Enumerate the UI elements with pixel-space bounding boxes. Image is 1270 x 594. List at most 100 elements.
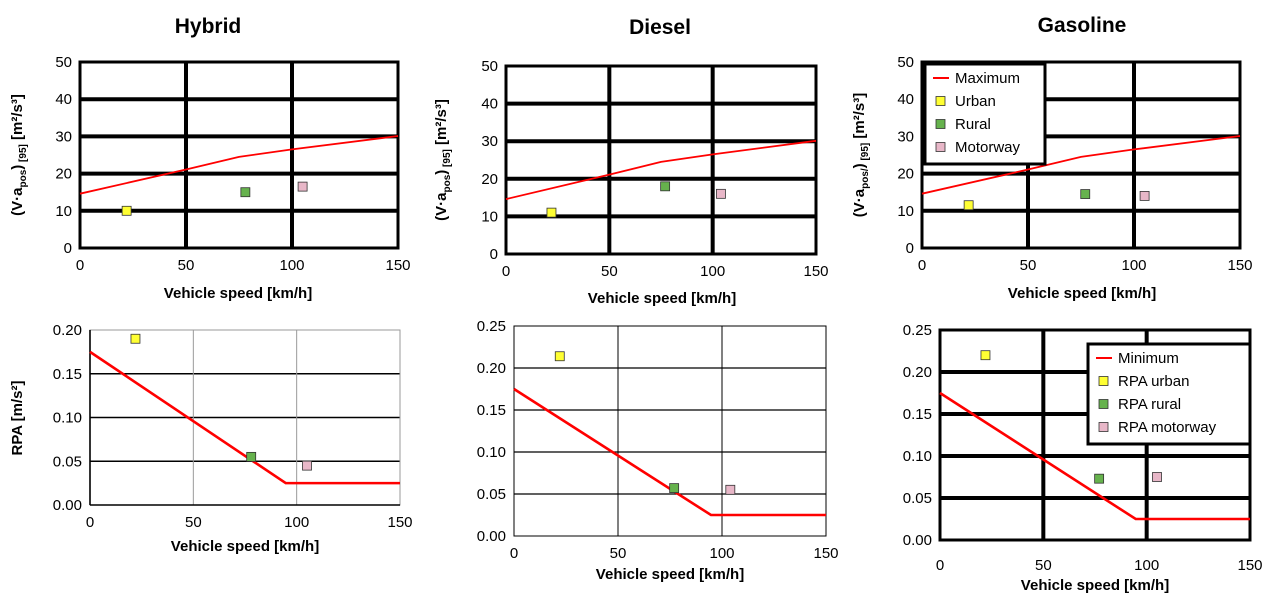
x-tick-label: 0 <box>502 263 510 280</box>
y-tick-label: 10 <box>481 208 498 225</box>
x-axis-label: Vehicle speed [km/h] <box>164 285 312 302</box>
legend-swatch-motorway <box>1099 423 1108 432</box>
x-tick-label: 100 <box>284 514 309 531</box>
y-tick-label: 30 <box>55 128 72 145</box>
x-tick-label: 50 <box>178 257 195 274</box>
data-point-urban <box>131 334 140 343</box>
x-tick-label: 50 <box>1020 257 1037 274</box>
data-point-motorway <box>1140 191 1149 200</box>
chart-diesel-rpa: 0.000.050.100.150.200.250 50 100 150Vehicle… <box>477 318 839 583</box>
x-tick-label: 0 <box>918 257 926 274</box>
legend-swatch-rural <box>936 120 945 129</box>
y-tick-label: 0.15 <box>53 366 82 383</box>
x-tick-label: 50 <box>1035 557 1052 574</box>
x-tick-label: 150 <box>1237 557 1262 574</box>
plot-frame <box>506 66 816 254</box>
legend-swatch-motorway <box>936 143 945 152</box>
y-tick-label: 30 <box>897 128 914 145</box>
x-tick-label: 100 <box>1134 557 1159 574</box>
y-tick-label: 0.10 <box>477 444 506 461</box>
x-tick-label: 150 <box>803 263 828 280</box>
x-tick-label: 0 <box>510 545 518 562</box>
legend-swatch-urban <box>1099 377 1108 386</box>
y-tick-label: 0 <box>490 246 498 263</box>
y-tick-label: 40 <box>55 91 72 108</box>
gridlines <box>80 62 398 248</box>
chart-title: Hybrid <box>175 15 242 38</box>
gridlines <box>506 66 816 254</box>
y-tick-label: 40 <box>897 91 914 108</box>
data-point-urban <box>555 352 564 361</box>
x-axis-label: Vehicle speed [km/h] <box>588 290 736 307</box>
y-tick-label: 0.05 <box>903 490 932 507</box>
data-point-motorway <box>716 189 725 198</box>
data-point-motorway <box>726 485 735 494</box>
x-tick-label: 0 <box>86 514 94 531</box>
x-tick-label: 100 <box>1121 257 1146 274</box>
data-point-rural <box>670 484 679 493</box>
data-point-motorway <box>298 182 307 191</box>
y-tick-label: 0 <box>906 240 914 257</box>
data-point-urban <box>122 206 131 215</box>
chart-title: Gasoline <box>1038 14 1127 37</box>
y-tick-label: 0 <box>64 240 72 257</box>
y-tick-label: 0.00 <box>477 528 506 545</box>
y-tick-label: 0.20 <box>903 364 932 381</box>
legend-label: RPA motorway <box>1118 419 1217 436</box>
x-tick-label: 50 <box>185 514 202 531</box>
legend-label: Minimum <box>1118 350 1179 367</box>
data-point-rural <box>1095 474 1104 483</box>
legend-label: RPA rural <box>1118 396 1181 413</box>
y-tick-label: 40 <box>481 96 498 113</box>
y-tick-label: 20 <box>897 166 914 183</box>
y-tick-label: 0.20 <box>53 322 82 339</box>
y-axis-label: (V·apos) [95] [m²/s³] <box>433 99 453 221</box>
x-tick-label: 150 <box>385 257 410 274</box>
chart-diesel-va: 010203040500 50 100 150DieselVehicle speed … <box>433 16 829 307</box>
data-point-motorway <box>303 461 312 470</box>
y-tick-label: 50 <box>897 54 914 71</box>
x-axis-label: Vehicle speed [km/h] <box>171 538 319 555</box>
chart-hybrid-va: 0 10 20 30 40 50 0 50 100 150 Hybrid Vehicle speed … <box>9 15 411 302</box>
legend-swatch-urban <box>936 97 945 106</box>
y-tick-label: 20 <box>481 171 498 188</box>
x-tick-label: 100 <box>700 263 725 280</box>
y-tick-label: 0.15 <box>903 406 932 423</box>
y-tick-label: 10 <box>55 203 72 220</box>
legend-label: Rural <box>955 116 991 133</box>
y-tick-label: 0.25 <box>477 318 506 335</box>
x-axis-label: Vehicle speed [km/h] <box>596 566 744 583</box>
legend-label: Urban <box>955 93 996 110</box>
y-tick-label: 0.00 <box>903 532 932 549</box>
x-tick-label: 50 <box>610 545 627 562</box>
x-tick-label: 100 <box>709 545 734 562</box>
y-axis-label: (V·apos/) [95] [m²/s³] <box>851 93 871 217</box>
x-axis-label: Vehicle speed [km/h] <box>1008 285 1156 302</box>
y-tick-label: 0.00 <box>53 497 82 514</box>
legend: Minimum RPA urban RPA rural RPA motorway <box>1088 344 1250 444</box>
y-tick-label: 30 <box>481 133 498 150</box>
legend-label: RPA urban <box>1118 373 1189 390</box>
y-tick-label: 50 <box>55 54 72 71</box>
x-tick-label: 150 <box>1227 257 1252 274</box>
y-tick-label: 0.05 <box>477 486 506 503</box>
x-tick-label: 0 <box>936 557 944 574</box>
y-axis-label: (V·apos) [95] [m²/s³] <box>9 94 29 216</box>
plot-frame <box>80 62 398 248</box>
x-tick-label: 150 <box>813 545 838 562</box>
data-point-motorway <box>1153 473 1162 482</box>
chart-gasoline-va: 0 10 20 30 40 50 0 50 100 150 Gasoline Vehicle spee… <box>851 14 1253 302</box>
y-tick-label: 0.10 <box>53 410 82 427</box>
data-point-rural <box>661 182 670 191</box>
y-tick-label: 20 <box>55 166 72 183</box>
legend-label: Maximum <box>955 70 1020 87</box>
chart-title: Diesel <box>629 16 691 39</box>
data-point-rural <box>1081 190 1090 199</box>
y-tick-label: 10 <box>897 203 914 220</box>
y-tick-label: 50 <box>481 58 498 75</box>
legend-swatch-rural <box>1099 400 1108 409</box>
data-point-urban <box>964 201 973 210</box>
chart-hybrid-rpa: 0.00 0.05 0.10 0.15 0.20 0 50 100 150 Vehicle spe… <box>9 322 413 555</box>
legend: Maximum Urban Rural Motorway <box>925 64 1045 164</box>
